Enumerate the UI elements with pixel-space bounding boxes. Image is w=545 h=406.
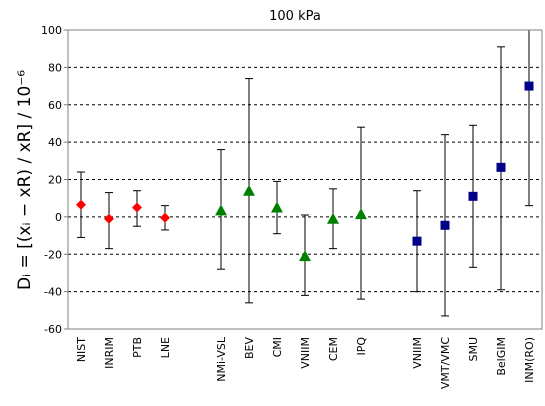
- data-point-diamond: [104, 213, 114, 224]
- data-point-diamond: [132, 202, 142, 213]
- data-point-square: [440, 220, 450, 230]
- x-tick-label: NIST: [75, 337, 88, 362]
- x-tick-label: VMT/VMC: [439, 337, 452, 389]
- x-tick-label: INRIM: [103, 337, 116, 369]
- data-point-triangle: [299, 250, 311, 262]
- y-tick-label: -20: [44, 248, 62, 261]
- x-tick-label: CEM: [327, 337, 340, 361]
- x-tick-label: VNIIM: [411, 337, 424, 369]
- data-point-square: [496, 162, 506, 172]
- y-tick-label: 60: [48, 99, 62, 112]
- data-point-triangle: [327, 212, 339, 224]
- data-point-triangle: [271, 201, 283, 213]
- y-tick-label: -40: [44, 286, 62, 299]
- x-tick-label: LNE: [159, 337, 172, 358]
- data-point-square: [524, 81, 534, 91]
- x-tick-label: PTB: [131, 337, 144, 358]
- x-tick-label: INM(RO): [523, 337, 536, 383]
- x-tick-label: VNIIM: [299, 337, 312, 369]
- data-point-square: [468, 191, 478, 201]
- x-tick-label: IPQ: [355, 337, 368, 356]
- y-tick-label: 80: [48, 61, 62, 74]
- y-tick-label: -60: [44, 323, 62, 336]
- x-axis-ticks: NIST INRIM PTB LNE NMi-VSL BEV CMI VNIIM CEM IPQ V…: [75, 336, 536, 389]
- plot-frame: [67, 29, 543, 330]
- x-tick-label: BEV: [243, 337, 256, 359]
- y-tick-label: 40: [48, 136, 62, 149]
- x-tick-label: CMI: [271, 337, 284, 357]
- chart-title: 100 kPa: [269, 9, 321, 24]
- data-point-diamond: [160, 212, 170, 223]
- y-tick-label: 100: [41, 24, 62, 37]
- x-tick-label: NMi-VSL: [215, 336, 228, 382]
- data-marks: [76, 30, 534, 317]
- data-point-square: [412, 236, 422, 246]
- data-point-diamond: [76, 199, 86, 210]
- data-point-triangle: [215, 204, 227, 216]
- y-tick-label: 0: [55, 211, 62, 224]
- data-point-triangle: [355, 208, 367, 220]
- x-tick-label: BelGIM: [495, 337, 508, 376]
- y-axis-ticks: -60 -40 -20 0 20 40 60 80 100: [41, 24, 68, 336]
- y-tick-label: 20: [48, 174, 62, 187]
- y-axis-label: Dᵢ = [(xᵢ − xR) / xR] / 10⁻⁶: [15, 70, 35, 290]
- data-point-triangle: [243, 184, 255, 196]
- x-tick-label: SMU: [467, 337, 480, 362]
